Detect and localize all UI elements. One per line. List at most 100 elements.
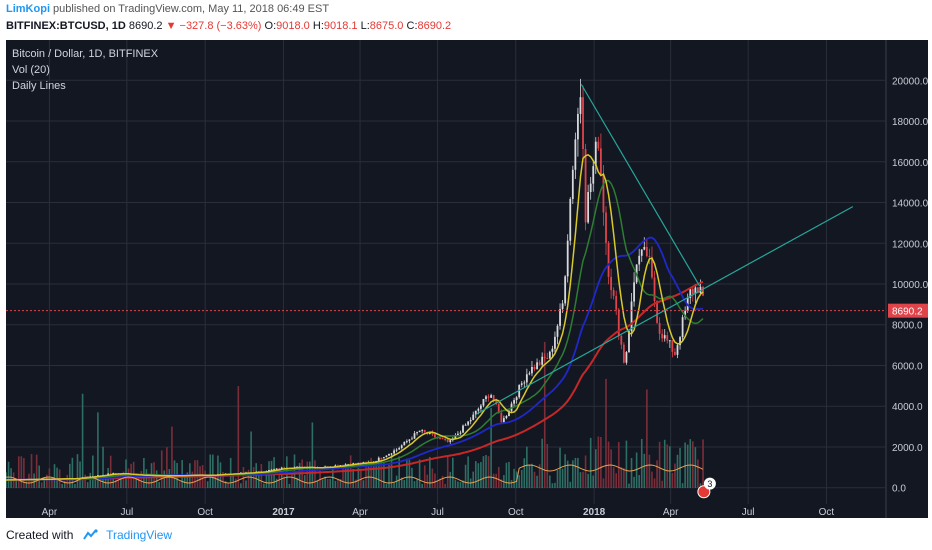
volume-bar [242, 467, 245, 488]
volume-bar [344, 468, 347, 488]
moving-average-blue-line [6, 236, 704, 481]
candle-body [428, 432, 431, 434]
candle-body [554, 336, 556, 349]
price-chart[interactable]: Apr Jul Oct 2017 Apr Jul Oct 2018 Apr Jul Oct 20000… [6, 40, 928, 518]
volume-bar [385, 483, 388, 488]
volume-bar [48, 468, 51, 488]
volume-bar [145, 469, 148, 488]
footer: Created with TradingView [0, 518, 932, 550]
volume-bar [234, 478, 237, 488]
volume-bar [337, 478, 339, 488]
candle-body [515, 397, 518, 401]
volume-bar [196, 460, 199, 488]
candle-body [434, 434, 436, 438]
volume-bar [84, 474, 86, 488]
candle-body [418, 430, 421, 433]
volume-bar [367, 460, 370, 488]
volume-bar [421, 483, 423, 488]
candle-body [569, 198, 572, 241]
volume-bar [347, 465, 349, 488]
volume-bar [610, 449, 612, 488]
volume-bar [260, 464, 263, 488]
volume-bar [702, 439, 704, 488]
candle-body [538, 362, 541, 365]
volume-bar [247, 469, 250, 488]
volume-bar [79, 461, 81, 488]
candle-body [597, 141, 600, 149]
author-link[interactable]: LimKopi [6, 3, 50, 15]
volume-bar [63, 481, 66, 488]
volume-bar [643, 453, 646, 488]
candle-body [487, 396, 490, 398]
candle-body [273, 469, 275, 471]
volume-bar [275, 478, 278, 488]
publish-info: published on TradingView.com, May 11, 20… [50, 3, 330, 15]
volume-bar [689, 439, 692, 488]
candle-body [633, 282, 635, 302]
volume-bar [171, 426, 173, 488]
volume-bar [298, 462, 301, 488]
x-tick-label: Jul [742, 507, 755, 518]
candle-body [444, 439, 447, 441]
volume-bar [413, 481, 416, 488]
volume-bar [671, 472, 674, 488]
volume-bar [309, 461, 311, 488]
volume-bar [117, 474, 120, 488]
candle-body [612, 290, 615, 296]
volume-bar [245, 480, 247, 488]
y-tick-label: 6000.0 [892, 361, 923, 372]
volume-bar [439, 478, 441, 488]
candle-body [645, 246, 648, 257]
volume-bar [472, 471, 475, 488]
candle-body [477, 408, 480, 411]
candle-body [574, 139, 577, 170]
symbol-label: BITFINEX:BTCUSD, 1D [6, 20, 126, 32]
volume-bar [579, 472, 582, 488]
volume-bar [388, 464, 390, 488]
volume-bar [349, 455, 352, 488]
candle-body [653, 277, 656, 302]
volume-bar [497, 466, 500, 488]
volume-bar [408, 459, 411, 488]
volume-bar [434, 473, 436, 488]
volume-bar [390, 454, 393, 488]
chart-area[interactable]: Apr Jul Oct 2017 Apr Jul Oct 2018 Apr Jul Oct 20000… [6, 40, 928, 518]
x-tick-label: 2017 [272, 507, 295, 518]
volume-bar [99, 476, 102, 488]
volume-bar [658, 441, 661, 488]
volume-bar [291, 474, 293, 488]
volume-bar [630, 457, 633, 488]
volume-bar [533, 471, 536, 488]
volume-bar [474, 461, 477, 488]
volume-bar [102, 446, 104, 488]
volume-bar [406, 458, 408, 488]
volume-bar [423, 465, 426, 488]
candle-body [702, 286, 704, 296]
volume-bar [97, 412, 99, 488]
volume-bar [635, 452, 638, 488]
volume-bar [35, 454, 38, 488]
legend-volume: Vol (20) [12, 64, 50, 76]
candle-body [467, 421, 470, 425]
volume-bar [523, 458, 526, 488]
volume-bar [204, 470, 206, 488]
volume-bar [617, 442, 620, 488]
legend-daily-lines: Daily Lines [12, 80, 66, 92]
volume-bar [699, 483, 702, 488]
y-tick-label: 18000.0 [892, 117, 928, 128]
volume-bar [531, 463, 533, 488]
candle-body [661, 333, 664, 339]
chart-background [6, 40, 928, 518]
volume-bar [543, 341, 546, 488]
x-tick-label: Oct [508, 507, 524, 518]
tradingview-link[interactable]: TradingView [106, 528, 173, 542]
volume-bar [311, 422, 314, 488]
candle-body [132, 474, 135, 476]
candle-body [270, 469, 273, 471]
candle-body [615, 295, 618, 310]
volume-bar [56, 467, 58, 488]
candle-body [441, 438, 444, 440]
volume-bar [232, 475, 235, 488]
candle-body [533, 366, 536, 370]
publish-header: LimKopi published on TradingView.com, Ma… [0, 0, 932, 38]
